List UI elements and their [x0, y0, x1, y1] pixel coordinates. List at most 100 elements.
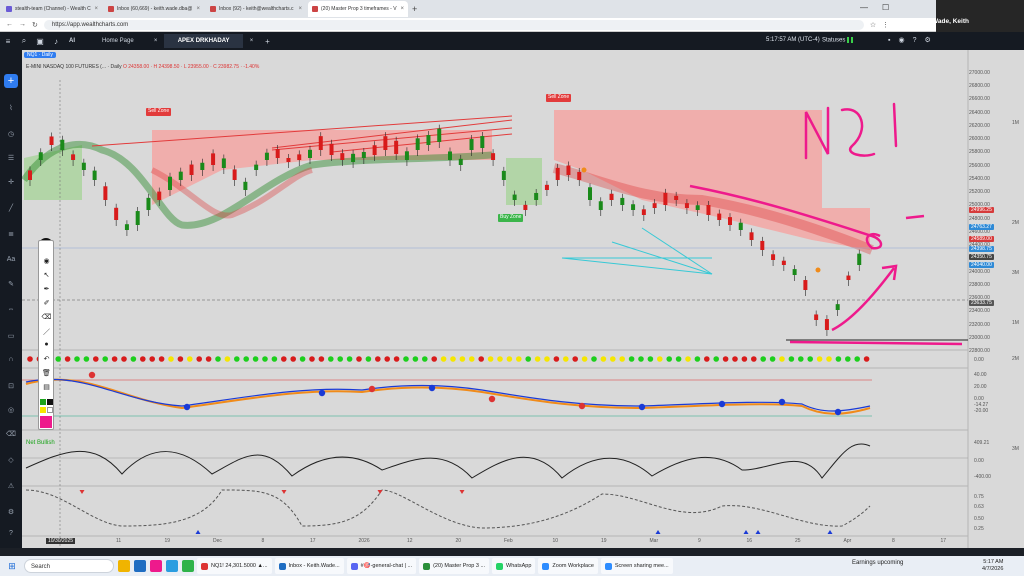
chart-area[interactable]: NQ1 · Daily E-MINI NASDAQ 100 FUTURES (.…	[22, 50, 1024, 548]
color-black-swatch[interactable]	[47, 399, 53, 405]
chrome-icon[interactable]	[182, 560, 194, 572]
clipboard-icon[interactable]: ▤	[43, 384, 50, 391]
tab-home-page[interactable]: Home Page	[102, 38, 134, 44]
undo-icon[interactable]: ↶	[43, 356, 50, 363]
maximize-icon[interactable]: ☐	[882, 3, 890, 12]
search-icon[interactable]: ⌕	[21, 36, 27, 45]
browser-tab[interactable]: Inbox (60,669) - keith.wade.dba@ ×	[104, 1, 204, 17]
color-green-swatch[interactable]	[40, 399, 46, 405]
crosshair-icon[interactable]: ✛	[8, 179, 14, 186]
layers-icon[interactable]: ◇	[8, 457, 14, 464]
forward-icon[interactable]: →	[19, 21, 26, 28]
outlook-icon[interactable]	[134, 560, 146, 572]
taskbar-app-button[interactable]: (20) Master Prop 3 ...	[419, 558, 490, 574]
chart-icon[interactable]: ⌇	[9, 105, 13, 112]
hamburger-menu-icon[interactable]: ≡	[5, 36, 11, 46]
taskbar-search-input[interactable]: Search	[24, 559, 114, 573]
magnet-icon[interactable]: ∩	[8, 356, 14, 363]
bell-icon[interactable]: ♪	[54, 36, 58, 46]
close-icon[interactable]: ×	[400, 6, 404, 12]
lock-icon[interactable]: ⊡	[8, 383, 14, 390]
eraser-icon[interactable]: ⌫	[41, 314, 52, 321]
taskbar-label: Screen sharing mee...	[614, 563, 669, 569]
add-button[interactable]: +	[4, 74, 18, 88]
file-explorer-icon[interactable]	[118, 560, 130, 572]
windows-start-icon[interactable]: ⊞	[8, 560, 16, 571]
symbol-tag[interactable]: NQ1 · Daily	[24, 52, 56, 58]
settings-icon[interactable]: ⚙	[7, 509, 15, 516]
ruler-icon[interactable]: ▭	[7, 333, 15, 340]
earnings-widget[interactable]: Earnings upcoming	[852, 560, 904, 566]
browser-tab[interactable]: Inbox (92) - keith@wealthcharts.c ×	[206, 1, 306, 17]
taskbar-app-button[interactable]: Inbox - Keith.Wade...	[274, 558, 344, 574]
line-tool-icon[interactable]: ╱	[8, 205, 14, 212]
user-icon[interactable]: ◉	[898, 37, 913, 44]
dot-icon[interactable]: ●	[44, 341, 49, 348]
help-icon[interactable]: ?	[9, 530, 13, 537]
back-icon[interactable]: ←	[6, 21, 13, 28]
chart-canvas[interactable]	[22, 50, 1024, 548]
alert-icon[interactable]: ⚠	[7, 483, 15, 490]
trash-icon[interactable]: ⌫	[6, 431, 16, 438]
browser-tab[interactable]: stealth-team (Channel) - Wealth C ×	[2, 1, 102, 17]
candle-body	[609, 193, 614, 200]
reload-icon[interactable]: ↻	[32, 21, 38, 29]
menu-dots-icon[interactable]: ⋮	[882, 21, 890, 29]
close-icon[interactable]: ×	[153, 38, 158, 44]
clock-icon[interactable]: ◷	[7, 131, 15, 138]
telegram-icon[interactable]	[166, 560, 178, 572]
taskbar-app-button[interactable]: NQ1! 24,301.5000 ▲...	[197, 558, 272, 574]
ai-icon[interactable]: AI	[69, 38, 75, 44]
eye-icon[interactable]: ◎	[7, 407, 15, 414]
layout-icon[interactable]: ▣	[36, 36, 44, 46]
tab-apex-drkhaday[interactable]: APEX DRKHADAY	[163, 34, 244, 48]
minimize-icon[interactable]: —	[860, 3, 868, 12]
text-icon[interactable]: Aa	[6, 256, 16, 263]
url-field[interactable]: https://app.wealthcharts.com	[43, 19, 864, 30]
signal-dot	[281, 356, 287, 362]
app-icon[interactable]	[150, 560, 162, 572]
candle-body	[749, 232, 754, 240]
taskbar-app-button[interactable]: #🎯-general-chat | ...	[346, 558, 417, 574]
help-icon[interactable]: ?	[912, 37, 925, 44]
taskbar-app-button[interactable]: Zoom Workplace	[538, 558, 598, 574]
color-white-swatch[interactable]	[47, 407, 53, 413]
color-yellow-swatch[interactable]	[40, 407, 46, 413]
taskbar-app-button[interactable]: Screen sharing mee...	[600, 558, 673, 574]
watchlist-icon[interactable]: ☰	[7, 155, 15, 162]
price-axis[interactable]: 27000.00 26800.00 26600.00 26400.00 26200.00…	[968, 64, 1024, 504]
browser-tab-active[interactable]: (20) Master Prop 3 timeframes - V ×	[308, 1, 408, 17]
candle-body	[81, 162, 86, 170]
close-icon[interactable]: ×	[196, 6, 200, 12]
close-icon[interactable]: ×	[249, 38, 254, 44]
save-icon[interactable]: ▪	[888, 37, 899, 44]
trend-line	[641, 227, 713, 275]
measure-icon[interactable]: ⇔	[7, 306, 15, 313]
eye-icon[interactable]: ◉	[43, 258, 50, 265]
close-icon[interactable]: ×	[298, 6, 302, 12]
system-clock[interactable]: 5:17 AM 4/7/2026	[982, 559, 1003, 573]
marker-icon[interactable]: ✐	[43, 300, 50, 307]
candle-body	[544, 184, 549, 190]
taskbar-app-button[interactable]: WhatsApp	[492, 558, 536, 574]
add-tab-icon[interactable]: +	[265, 36, 270, 46]
close-icon[interactable]: ×	[94, 6, 98, 12]
panel-value: 0.50	[974, 516, 984, 522]
trash-icon[interactable]: 🗑	[42, 370, 51, 377]
signal-dot	[74, 356, 80, 362]
candle-body	[577, 171, 582, 180]
fib-icon[interactable]: ≣	[8, 231, 14, 238]
signal-dot	[816, 356, 823, 362]
star-icon[interactable]: ☆	[869, 21, 877, 29]
candle-body	[28, 170, 32, 180]
statuses-indicator[interactable]: Statuses	[822, 37, 854, 44]
new-tab-button[interactable]: +	[412, 4, 418, 14]
current-color-swatch[interactable]	[40, 416, 52, 428]
pencil-icon[interactable]: ✎	[8, 281, 14, 288]
line-icon[interactable]: ／	[43, 329, 50, 336]
cursor-icon[interactable]: ↖	[43, 272, 50, 279]
candle-body	[738, 222, 743, 230]
windows-taskbar: ⊞ Search NQ1! 24,301.5000 ▲... Inbox - K…	[0, 556, 1024, 576]
gear-icon[interactable]: ⚙	[924, 37, 939, 44]
pen-icon[interactable]: ✒	[43, 286, 50, 293]
